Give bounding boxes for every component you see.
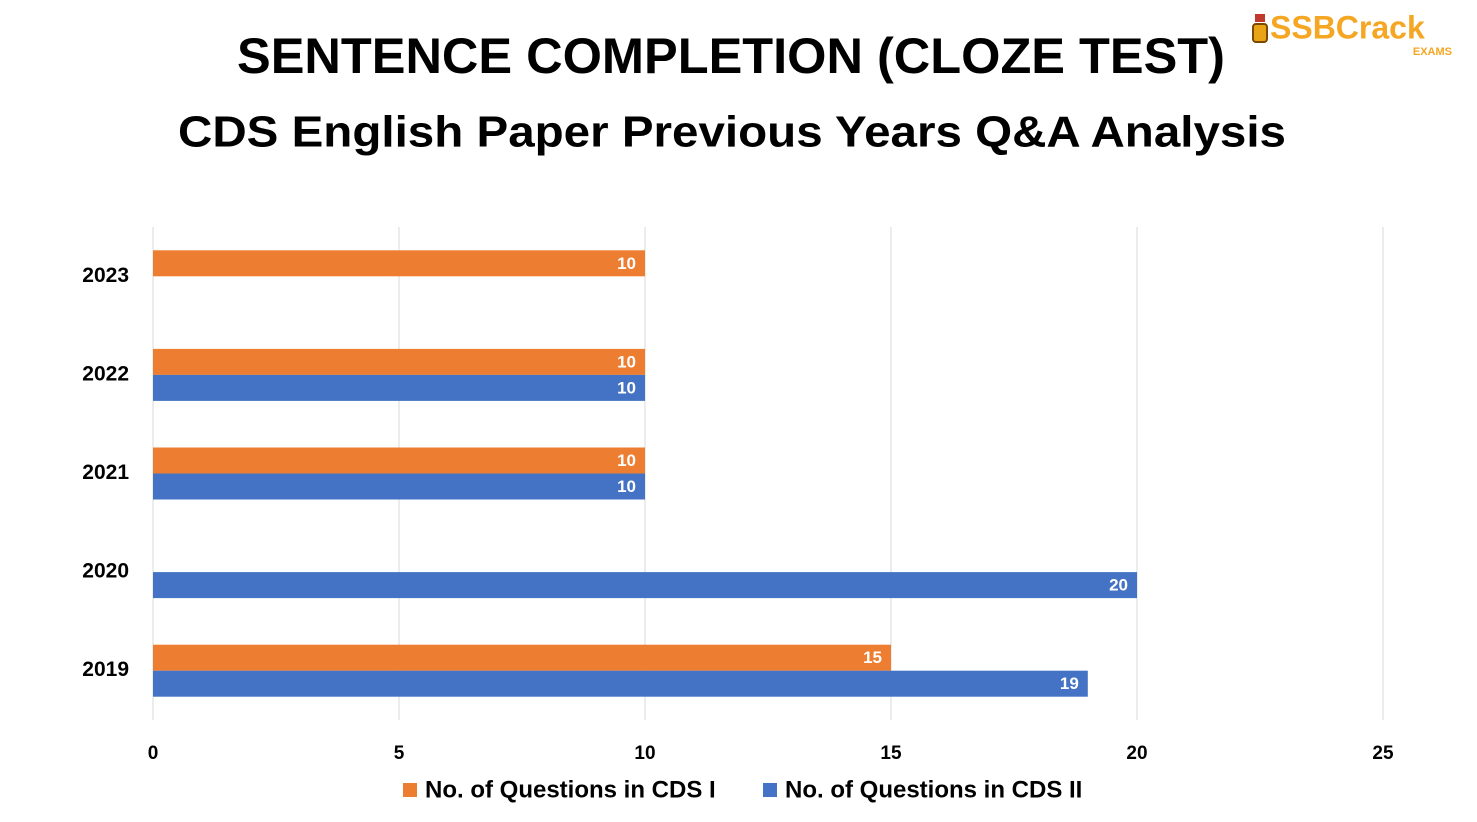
y-tick-label: 2022 xyxy=(82,362,129,385)
legend-swatch xyxy=(763,783,777,797)
logo-name: SSBCrack xyxy=(1270,9,1425,45)
x-tick-label: 0 xyxy=(148,743,159,764)
x-tick-label: 15 xyxy=(880,743,902,764)
value-label: 15 xyxy=(863,648,882,667)
bar xyxy=(153,670,1088,697)
bar xyxy=(153,572,1137,599)
bar xyxy=(153,348,645,375)
value-label: 10 xyxy=(617,451,636,470)
value-label: 10 xyxy=(617,352,636,371)
logo: SSBCrack EXAMS xyxy=(1252,9,1452,58)
value-label: 10 xyxy=(617,254,636,273)
logo-ribbon xyxy=(1255,14,1265,22)
bar xyxy=(153,250,645,277)
x-tick-label: 20 xyxy=(1126,743,1147,764)
bar xyxy=(153,473,645,500)
y-tick-label: 2021 xyxy=(82,461,129,484)
legend-swatch xyxy=(403,783,417,797)
bar xyxy=(153,374,645,401)
value-label: 20 xyxy=(1109,576,1128,595)
chart-title: SENTENCE COMPLETION (CLOZE TEST) xyxy=(237,28,1225,84)
bar xyxy=(153,447,645,474)
x-tick-label: 10 xyxy=(634,743,655,764)
logo-tag: EXAMS xyxy=(1413,46,1452,58)
chart-subtitle: CDS English Paper Previous Years Q&A Ana… xyxy=(178,108,1286,157)
x-tick-label: 25 xyxy=(1372,743,1394,764)
bar xyxy=(153,644,891,671)
y-tick-label: 2019 xyxy=(82,658,129,681)
value-label: 10 xyxy=(617,477,636,496)
x-tick-label: 5 xyxy=(394,743,405,764)
legend-label: No. of Questions in CDS I xyxy=(425,776,716,803)
value-label: 10 xyxy=(617,378,636,397)
legend-label: No. of Questions in CDS II xyxy=(785,776,1082,803)
y-tick-label: 2020 xyxy=(82,560,129,583)
value-label: 19 xyxy=(1060,674,1079,693)
logo-medal xyxy=(1252,23,1268,43)
y-tick-label: 2023 xyxy=(82,264,129,287)
